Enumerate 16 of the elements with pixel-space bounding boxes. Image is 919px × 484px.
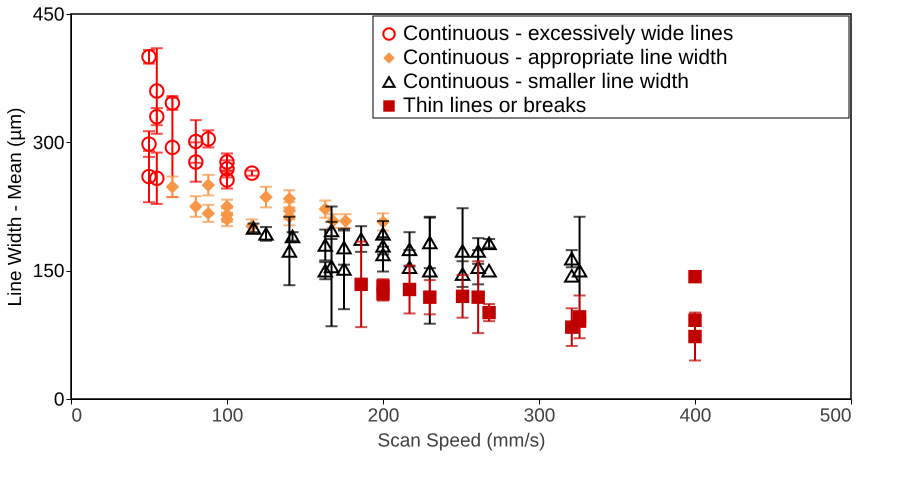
y-tick-label: 450 [32, 4, 64, 26]
x-tick-label: 300 [524, 406, 556, 426]
y-tick-label: 150 [32, 261, 64, 282]
x-tick-label: 500 [820, 406, 852, 426]
y-tick-label: 300 [32, 132, 64, 154]
legend-label: Continuous - appropriate line width [403, 46, 728, 69]
x-tick-label: 200 [368, 406, 400, 426]
y-axis-title: Line Width - Mean (µm) [4, 108, 26, 306]
y-tick-label: 0 [54, 390, 64, 410]
x-tick-label: 0 [72, 406, 82, 426]
x-tick-label: 100 [212, 406, 244, 426]
x-axis-title: Scan Speed (mm/s) [378, 430, 546, 452]
legend-label: Continuous - excessively wide lines [403, 22, 734, 45]
x-tick-label: 400 [680, 406, 712, 426]
legend-label: Continuous - smaller line width [403, 70, 689, 93]
legend-label: Thin lines or breaks [403, 94, 586, 117]
